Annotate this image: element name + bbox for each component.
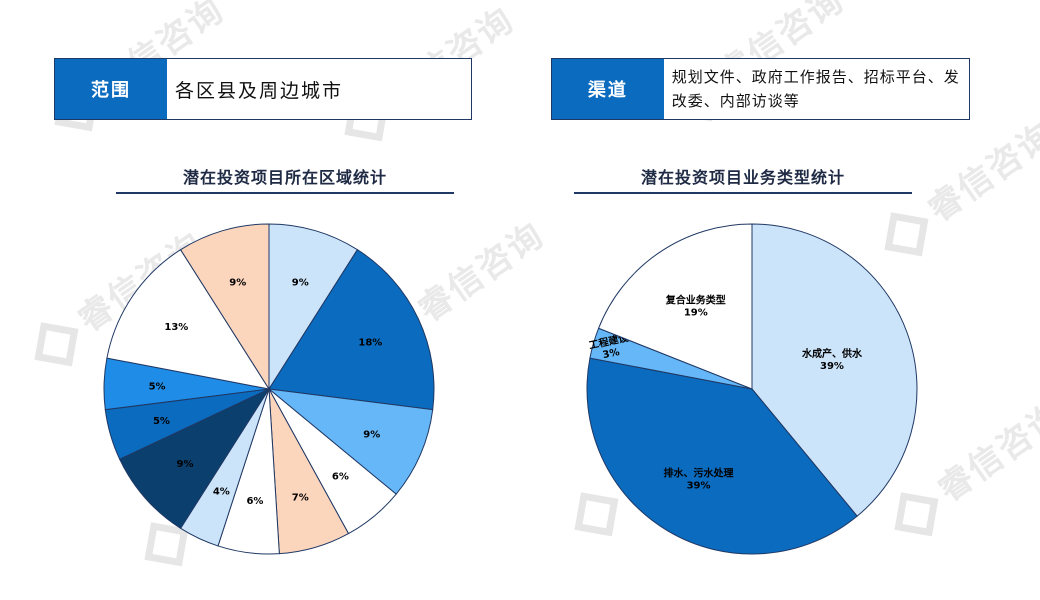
channel-value: 规划文件、政府工作报告、招标平台、发改委、内部访谈等 bbox=[663, 59, 969, 119]
pie-slice bbox=[268, 248, 435, 411]
slice-data-label: 排水、污水处理 39% bbox=[664, 466, 734, 491]
channel-label: 渠道 bbox=[552, 59, 664, 119]
chart-title-region: 潜在投资项目所在区域统计 bbox=[182, 168, 387, 187]
slice-data-label: 9% bbox=[363, 429, 380, 440]
slice-data-label: 6% bbox=[332, 471, 349, 482]
slice-data-label: 水成产、供水 39% bbox=[801, 347, 863, 372]
slice-data-label: 9% bbox=[229, 277, 246, 288]
scope-value: 各区县及周边城市 bbox=[167, 59, 352, 119]
slice-data-label: 9% bbox=[292, 277, 309, 288]
scope-label: 范围 bbox=[55, 59, 167, 119]
slice-data-label: 6% bbox=[246, 496, 263, 507]
slice-data-label: 7% bbox=[292, 493, 309, 504]
title-underline bbox=[116, 192, 454, 194]
slice-data-label: 5% bbox=[149, 381, 166, 392]
slice-data-label: 18% bbox=[358, 337, 382, 348]
pie-slice bbox=[597, 223, 753, 390]
pie-slice bbox=[106, 248, 271, 390]
pie-slice bbox=[268, 223, 359, 391]
scope-box: 范围 各区县及周边城市 bbox=[54, 58, 472, 120]
pie-slice bbox=[179, 223, 270, 391]
slice-data-label: 4% bbox=[213, 486, 230, 497]
slice-data-label: 13% bbox=[164, 322, 188, 333]
pie-slice bbox=[751, 223, 918, 517]
slice-data-label: 复合业务类型 19% bbox=[665, 293, 726, 318]
slice-data-label: 5% bbox=[153, 416, 170, 427]
pie-slice bbox=[586, 357, 858, 555]
title-underline bbox=[574, 192, 912, 194]
pie-slice bbox=[119, 387, 271, 530]
pie-slice bbox=[267, 388, 434, 495]
channel-box: 渠道 规划文件、政府工作报告、招标平台、发改委、内部访谈等 bbox=[551, 58, 970, 120]
chart-title-business-type: 潜在投资项目业务类型统计 bbox=[640, 168, 845, 187]
slice-data-label: 9% bbox=[176, 459, 193, 470]
